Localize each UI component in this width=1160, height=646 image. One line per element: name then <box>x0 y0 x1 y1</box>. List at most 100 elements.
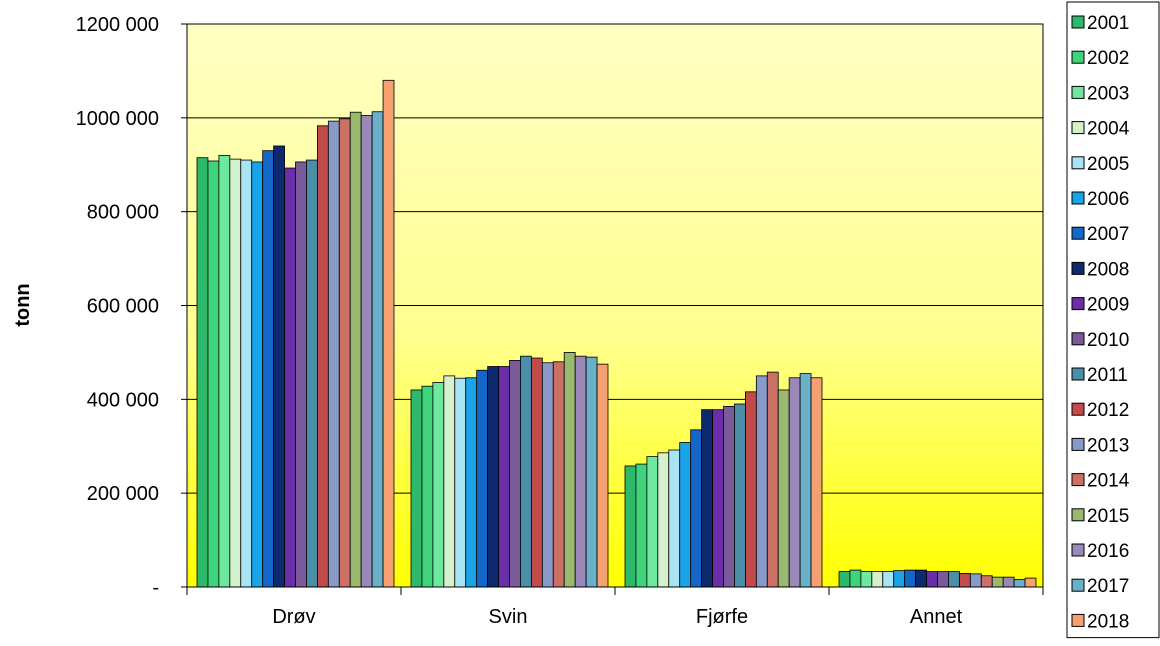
legend-label: 2017 <box>1087 576 1129 597</box>
bar-fjørfe-2016 <box>788 377 801 588</box>
legend-box <box>1066 1 1160 639</box>
legend-swatch <box>1071 15 1085 29</box>
bar-annet-2008 <box>915 569 927 588</box>
legend-label: 2018 <box>1087 611 1129 632</box>
legend-swatch <box>1071 613 1085 627</box>
bar-drøv-2001 <box>196 157 209 588</box>
x-tick-label: Fjørfe <box>696 606 748 628</box>
bar-drøv-2004 <box>229 158 242 588</box>
bar-fjørfe-2010 <box>723 405 735 588</box>
bar-svin-2016 <box>574 355 587 588</box>
bar-annet-2005 <box>882 571 895 588</box>
bar-svin-2015 <box>563 352 576 588</box>
bar-fjørfe-2018 <box>810 377 823 588</box>
bar-drøv-2002 <box>207 160 220 588</box>
bar-svin-2009 <box>498 366 510 588</box>
bar-annet-2003 <box>860 571 873 588</box>
legend-swatch <box>1071 261 1085 275</box>
bar-fjørfe-2004 <box>657 452 670 588</box>
bar-svin-2018 <box>596 363 609 588</box>
bar-fjørfe-2007 <box>690 429 703 588</box>
bar-svin-2002 <box>421 385 434 588</box>
legend-label: 2003 <box>1087 83 1129 104</box>
bar-annet-2011 <box>948 571 960 588</box>
bar-fjørfe-2011 <box>734 403 746 588</box>
bar-drøv-2015 <box>349 111 362 588</box>
bar-annet-2006 <box>893 570 906 588</box>
bar-drøv-2018 <box>382 79 395 588</box>
bar-annet-2018 <box>1024 577 1037 588</box>
bar-drøv-2007 <box>262 150 275 588</box>
bar-drøv-2013 <box>327 120 340 588</box>
bar-svin-2011 <box>520 355 532 588</box>
legend-swatch <box>1071 297 1085 311</box>
axes: - 200 000 400 000 600 000 800 000 1000 000 120… <box>76 14 1044 628</box>
legend-label: 2014 <box>1087 471 1130 492</box>
bar-fjørfe-2017 <box>799 373 812 588</box>
legend-label: 2011 <box>1087 365 1128 386</box>
bar-drøv-2012 <box>316 125 329 588</box>
bar-svin-2017 <box>585 356 598 588</box>
legend-label: 2004 <box>1087 119 1130 140</box>
bar-fjørfe-2015 <box>777 389 790 588</box>
bar-svin-2003 <box>432 382 445 588</box>
bar-drøv-2008 <box>273 145 285 588</box>
bar-fjørfe-2013 <box>755 375 768 588</box>
legend-swatch <box>1071 332 1085 346</box>
bar-fjørfe-2003 <box>646 456 659 588</box>
y-tick-label: 1200 000 <box>76 14 159 36</box>
bar-drøv-2017 <box>371 111 384 588</box>
bar-annet-2013 <box>969 573 982 588</box>
bar-svin-2014 <box>552 361 565 588</box>
legend-swatch <box>1071 191 1085 205</box>
y-axis-label: tonn <box>12 283 34 326</box>
legend-label: 2005 <box>1087 154 1129 175</box>
bar-svin-2010 <box>509 359 521 588</box>
bar-drøv-2009 <box>284 167 296 588</box>
bar-annet-2012 <box>958 572 971 588</box>
bar-drøv-2011 <box>306 159 318 588</box>
legend-swatch <box>1071 437 1085 451</box>
y-tick-label: 1000 000 <box>76 108 159 130</box>
legend-swatch <box>1071 85 1085 99</box>
y-tick-label: 800 000 <box>87 202 159 224</box>
bar-fjørfe-2001 <box>624 465 637 588</box>
y-tick-label: 200 000 <box>87 483 159 505</box>
legend: 2001 2002 2003 2004 2005 2006 2007 2008 2009 2010… <box>1066 1 1160 639</box>
bar-annet-2015 <box>991 576 1004 588</box>
bar-annet-2002 <box>849 569 862 588</box>
legend-label: 2007 <box>1087 224 1129 245</box>
legend-label: 2013 <box>1087 435 1129 456</box>
bar-annet-2017 <box>1013 579 1026 588</box>
y-tick-label: 400 000 <box>87 389 159 411</box>
bar-svin-2001 <box>410 389 423 588</box>
legend-label: 2016 <box>1087 541 1129 562</box>
bar-fjørfe-2008 <box>701 409 713 588</box>
legend-label: 2006 <box>1087 189 1129 210</box>
bar-annet-2009 <box>926 571 938 588</box>
bar-fjørfe-2006 <box>679 442 692 588</box>
bar-drøv-2010 <box>295 161 307 588</box>
legend-swatch <box>1071 226 1085 240</box>
bar-annet-2004 <box>871 571 884 588</box>
bar-drøv-2006 <box>251 161 264 588</box>
legend-label: 2009 <box>1087 295 1129 316</box>
x-tick-label: Drøv <box>272 606 315 628</box>
legend-swatch <box>1071 50 1085 64</box>
legend-swatch <box>1071 367 1085 381</box>
legend-swatch <box>1071 121 1085 135</box>
legend-label: 2008 <box>1087 259 1129 280</box>
bar-annet-2010 <box>937 571 949 588</box>
bar-drøv-2014 <box>338 118 351 588</box>
bar-drøv-2003 <box>218 154 231 588</box>
legend-swatch <box>1071 156 1085 170</box>
legend-swatch <box>1071 402 1085 416</box>
bar-annet-2014 <box>980 575 993 588</box>
bar-svin-2012 <box>530 357 543 588</box>
legend-label: 2002 <box>1087 48 1129 69</box>
bars <box>196 79 1037 588</box>
bar-svin-2013 <box>541 362 554 588</box>
bar-fjørfe-2002 <box>635 463 648 588</box>
bar-svin-2006 <box>465 377 478 588</box>
